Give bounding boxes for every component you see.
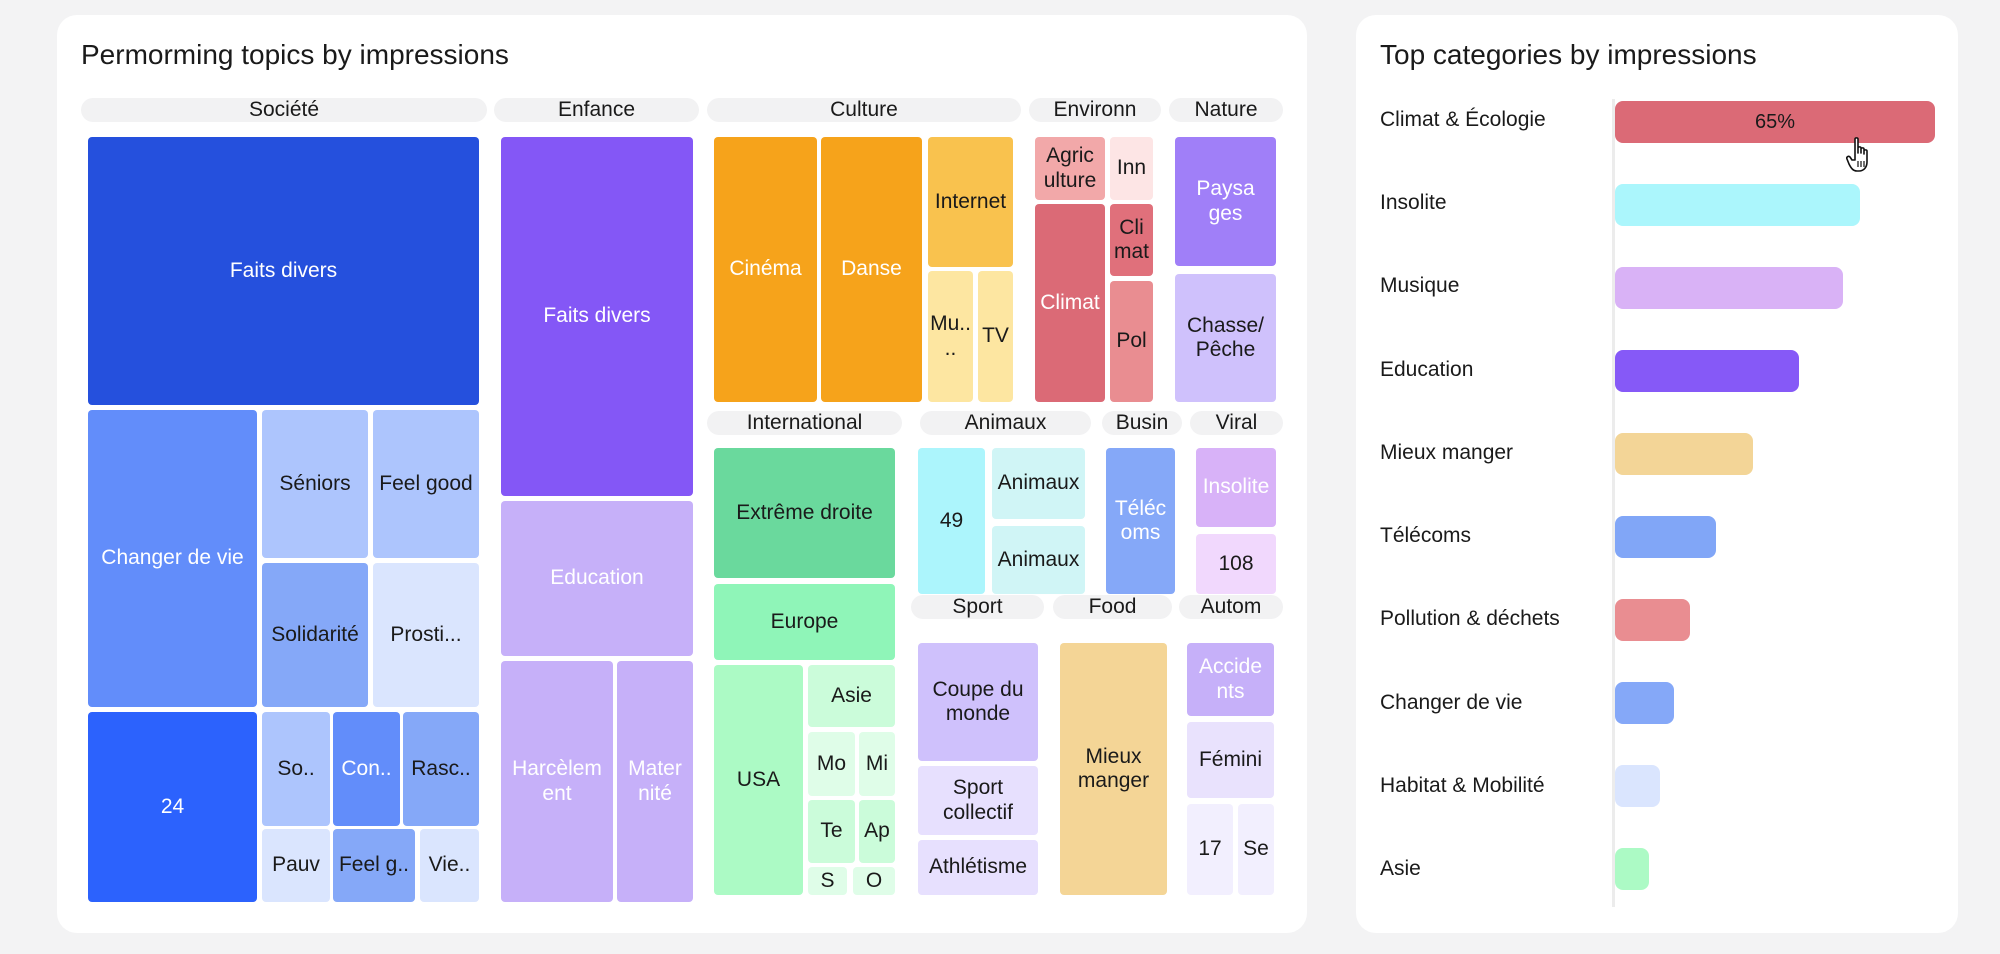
- bar-category-label: Climat & Écologie: [1380, 108, 1546, 131]
- treemap-tile[interactable]: Danse: [821, 137, 922, 402]
- treemap-tile[interactable]: Chasse/ Pêche: [1175, 274, 1276, 402]
- treemap-group-header-international: International: [707, 411, 902, 435]
- treemap-tile[interactable]: Te: [808, 800, 855, 863]
- bar-value-label: 65%: [1754, 110, 1796, 133]
- treemap-tile[interactable]: Paysa ges: [1175, 137, 1276, 266]
- bar-category-label: Changer de vie: [1380, 691, 1523, 714]
- treemap-tile[interactable]: Pol: [1110, 281, 1153, 402]
- treemap-tile[interactable]: Athlétisme: [918, 840, 1038, 895]
- bar-category-label: Musique: [1380, 274, 1460, 297]
- bar[interactable]: [1615, 765, 1660, 807]
- treemap-group-header-societe: Société: [81, 98, 487, 122]
- treemap-tile[interactable]: Agric ulture: [1035, 137, 1105, 200]
- treemap-tile[interactable]: Con..: [333, 712, 400, 826]
- bar[interactable]: [1615, 682, 1674, 724]
- treemap-title: Permorming topics by impressions: [81, 39, 509, 70]
- bar-category-label: Mieux manger: [1380, 441, 1514, 464]
- treemap-tile[interactable]: Insolite: [1196, 448, 1276, 527]
- treemap-tile[interactable]: Animaux: [992, 448, 1085, 519]
- bar[interactable]: [1615, 350, 1799, 392]
- treemap-tile[interactable]: Coupe du monde: [918, 643, 1038, 761]
- treemap-tile[interactable]: Cinéma: [714, 137, 817, 402]
- treemap-tile[interactable]: Solidarité: [262, 563, 368, 707]
- treemap-tile[interactable]: Se: [1238, 804, 1274, 895]
- treemap-tile[interactable]: TV: [978, 271, 1013, 402]
- treemap-tile[interactable]: Faits divers: [501, 137, 693, 496]
- bar[interactable]: [1615, 267, 1843, 309]
- treemap-tile[interactable]: Pauv: [262, 829, 330, 902]
- treemap-tile[interactable]: 108: [1196, 534, 1276, 594]
- treemap-tile[interactable]: Internet: [928, 137, 1013, 267]
- bar-category-label: Asie: [1380, 857, 1421, 880]
- treemap-group-header-autom: Autom: [1179, 595, 1283, 619]
- treemap-tile[interactable]: Ap: [859, 800, 895, 863]
- treemap-tile[interactable]: Prosti...: [373, 563, 479, 707]
- treemap-tile[interactable]: Education: [501, 501, 693, 656]
- treemap-tile[interactable]: Sport collectif: [918, 766, 1038, 835]
- treemap-tile[interactable]: 49: [918, 448, 985, 594]
- treemap-tile[interactable]: So..: [262, 712, 330, 826]
- treemap-tile[interactable]: Climat: [1035, 204, 1105, 402]
- bar[interactable]: [1615, 516, 1716, 558]
- treemap-group-header-environn: Environn: [1029, 98, 1161, 122]
- treemap-tile[interactable]: Cli mat: [1110, 204, 1153, 276]
- hand-pointer-icon: [1846, 137, 1868, 172]
- treemap-tile[interactable]: Feel good: [373, 410, 479, 558]
- treemap-tile[interactable]: Animaux: [992, 526, 1085, 594]
- bar[interactable]: [1615, 599, 1690, 641]
- treemap-tile[interactable]: Rasc..: [403, 712, 479, 826]
- treemap-tile[interactable]: Faits divers: [88, 137, 479, 405]
- treemap-tile[interactable]: Feel g..: [333, 829, 415, 902]
- bar-chart-axis: [1612, 99, 1615, 907]
- bar-category-label: Télécoms: [1380, 524, 1472, 547]
- treemap-tile[interactable]: 17: [1187, 804, 1233, 895]
- treemap-tile[interactable]: Séniors: [262, 410, 368, 558]
- treemap-tile[interactable]: Changer de vie: [88, 410, 257, 707]
- treemap-group-header-food: Food: [1053, 595, 1172, 619]
- treemap-group-header-animaux: Animaux: [920, 411, 1091, 435]
- treemap-group-header-sport: Sport: [911, 595, 1044, 619]
- bar-category-label: Pollution & déchets: [1380, 607, 1560, 630]
- treemap-tile[interactable]: Mater nité: [617, 661, 693, 902]
- bar[interactable]: [1615, 184, 1860, 226]
- treemap-group-header-nature: Nature: [1169, 98, 1283, 122]
- treemap-tile[interactable]: Accide nts: [1187, 643, 1274, 716]
- bar[interactable]: [1615, 848, 1649, 890]
- bar[interactable]: [1615, 433, 1753, 475]
- bar-category-label: Habitat & Mobilité: [1380, 774, 1545, 797]
- treemap-tile[interactable]: S: [808, 867, 847, 895]
- treemap-tile[interactable]: Mo: [808, 732, 855, 796]
- treemap-tile[interactable]: O: [853, 867, 895, 895]
- treemap-group-header-viral: Viral: [1190, 411, 1283, 435]
- bar-category-label: Education: [1380, 358, 1474, 381]
- bar-category-label: Insolite: [1380, 191, 1447, 214]
- treemap-tile[interactable]: Mieux manger: [1060, 643, 1167, 895]
- treemap-tile[interactable]: Fémini: [1187, 722, 1274, 798]
- treemap-group-header-enfance: Enfance: [494, 98, 699, 122]
- treemap-tile[interactable]: Mi: [859, 732, 895, 796]
- treemap-tile[interactable]: Inn: [1110, 137, 1153, 200]
- treemap-group-header-culture: Culture: [707, 98, 1021, 122]
- bar[interactable]: 65%: [1615, 101, 1935, 143]
- treemap-tile[interactable]: Asie: [808, 665, 895, 727]
- treemap-tile[interactable]: Téléc oms: [1106, 448, 1175, 594]
- treemap-card: Permorming topics by impressions Société…: [57, 15, 1307, 933]
- treemap-tile[interactable]: USA: [714, 665, 803, 895]
- bar-chart-title: Top categories by impressions: [1380, 39, 1757, 70]
- treemap-tile[interactable]: 24: [88, 712, 257, 902]
- treemap-tile[interactable]: Harcèlem ent: [501, 661, 613, 902]
- treemap-tile[interactable]: Vie..: [420, 829, 479, 902]
- treemap-tile[interactable]: Europe: [714, 584, 895, 660]
- treemap-tile[interactable]: Extrême droite: [714, 448, 895, 578]
- treemap-group-header-busin: Busin: [1102, 411, 1182, 435]
- treemap-tile[interactable]: Mu.. ..: [928, 271, 973, 402]
